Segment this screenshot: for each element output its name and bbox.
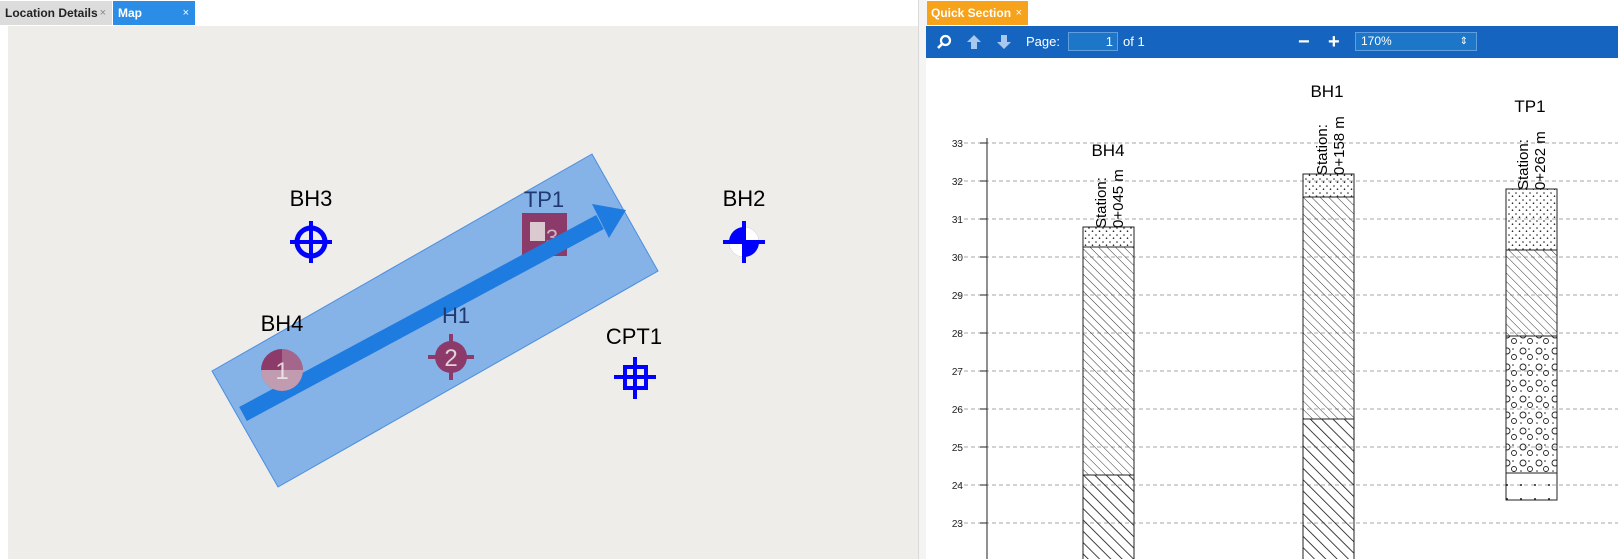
page-count: of 1	[1123, 34, 1145, 49]
tick-label: 24	[952, 481, 964, 492]
log-bh4[interactable]: BH4 Station: 0+045 m	[1082, 141, 1135, 559]
log-title: BH1	[1310, 82, 1343, 101]
tab-map[interactable]: Map ×	[113, 1, 195, 25]
cpt1-marker-icon[interactable]	[614, 357, 656, 399]
tick-label: 27	[952, 367, 964, 378]
elevation-tick-labels: 33 32 31 30 29 28 27 26 25 24 23	[952, 139, 964, 530]
tab-label: Location Details	[5, 6, 98, 20]
right-tab-bar: Quick Section ×	[926, 0, 1618, 27]
close-icon[interactable]: ×	[99, 7, 106, 19]
tp1-label: TP1	[524, 187, 564, 212]
tick-label: 33	[952, 139, 964, 150]
dropdown-arrow-icon: ⇕	[1459, 36, 1468, 47]
zoom-out-button[interactable]: −	[1298, 31, 1310, 53]
tick-label: 31	[952, 215, 964, 226]
close-icon[interactable]: ×	[182, 7, 189, 19]
bh4-label: BH4	[261, 311, 304, 336]
zoom-value: 170%	[1361, 34, 1392, 48]
report-toolbar: Page: 1 of 1 − + 170% ⇕	[926, 26, 1618, 58]
tick-label: 23	[952, 519, 964, 530]
station-value: 0+262 m	[1532, 131, 1549, 190]
bh1-label: H1	[442, 303, 470, 328]
tab-label: Map	[118, 6, 142, 20]
log-title: TP1	[1514, 97, 1545, 116]
bh2-label: BH2	[723, 186, 766, 211]
log-title: BH4	[1091, 141, 1124, 160]
zoom-in-button[interactable]: +	[1328, 31, 1340, 53]
map-canvas[interactable]: BH3 BH2 3 TP1 1 BH4	[0, 26, 918, 559]
tick-label: 26	[952, 405, 964, 416]
map-view[interactable]: BH3 BH2 3 TP1 1 BH4	[0, 26, 918, 559]
bh3-marker-icon[interactable]	[290, 221, 332, 263]
station-value: 0+158 m	[1331, 116, 1348, 175]
section-report-view[interactable]: 33 32 31 30 29 28 27 26 25 24 23 BH4 Sta…	[926, 58, 1618, 559]
station-label: Station:	[1314, 124, 1331, 175]
bh1-marker-icon[interactable]: 2	[428, 334, 474, 380]
search-icon[interactable]	[936, 34, 952, 50]
station-label: Station:	[1093, 177, 1110, 228]
bh4-marker-icon[interactable]: 1	[261, 349, 303, 391]
page-label: Page:	[1026, 34, 1060, 49]
page-number-input[interactable]: 1	[1068, 32, 1118, 51]
tab-location-details[interactable]: Location Details ×	[0, 1, 112, 25]
next-page-icon[interactable]	[996, 34, 1012, 50]
station-label: Station:	[1515, 139, 1532, 190]
tick-label: 29	[952, 291, 964, 302]
tab-quick-section[interactable]: Quick Section ×	[926, 1, 1028, 25]
log-tp1[interactable]: TP1 Station: 0+262 m	[1505, 97, 1558, 501]
tick-label: 32	[952, 177, 964, 188]
left-tab-bar: Location Details × Map ×	[0, 0, 918, 27]
elevation-axis	[980, 138, 988, 559]
tick-label: 28	[952, 329, 964, 340]
station-value: 0+045 m	[1110, 169, 1127, 228]
section-arrow-icon[interactable]	[239, 204, 626, 422]
map-left-edge	[0, 26, 8, 559]
log-bh1[interactable]: BH1 Station: 0+158 m	[1302, 82, 1355, 559]
section-drawing: 33 32 31 30 29 28 27 26 25 24 23 BH4 Sta…	[952, 82, 1618, 559]
bh2-marker-icon[interactable]	[723, 221, 765, 263]
tick-label: 25	[952, 443, 964, 454]
tick-label: 30	[952, 253, 964, 264]
previous-page-icon[interactable]	[966, 34, 982, 50]
pane-splitter[interactable]	[918, 0, 927, 559]
close-icon[interactable]: ×	[1015, 7, 1022, 19]
bh1-number: 2	[444, 345, 457, 372]
bh4-number: 1	[275, 358, 288, 385]
gridlines	[957, 142, 1618, 524]
tab-label: Quick Section	[931, 6, 1012, 20]
zoom-select[interactable]: 170% ⇕	[1355, 32, 1477, 51]
bh3-label: BH3	[290, 186, 333, 211]
cpt1-label: CPT1	[606, 324, 662, 349]
